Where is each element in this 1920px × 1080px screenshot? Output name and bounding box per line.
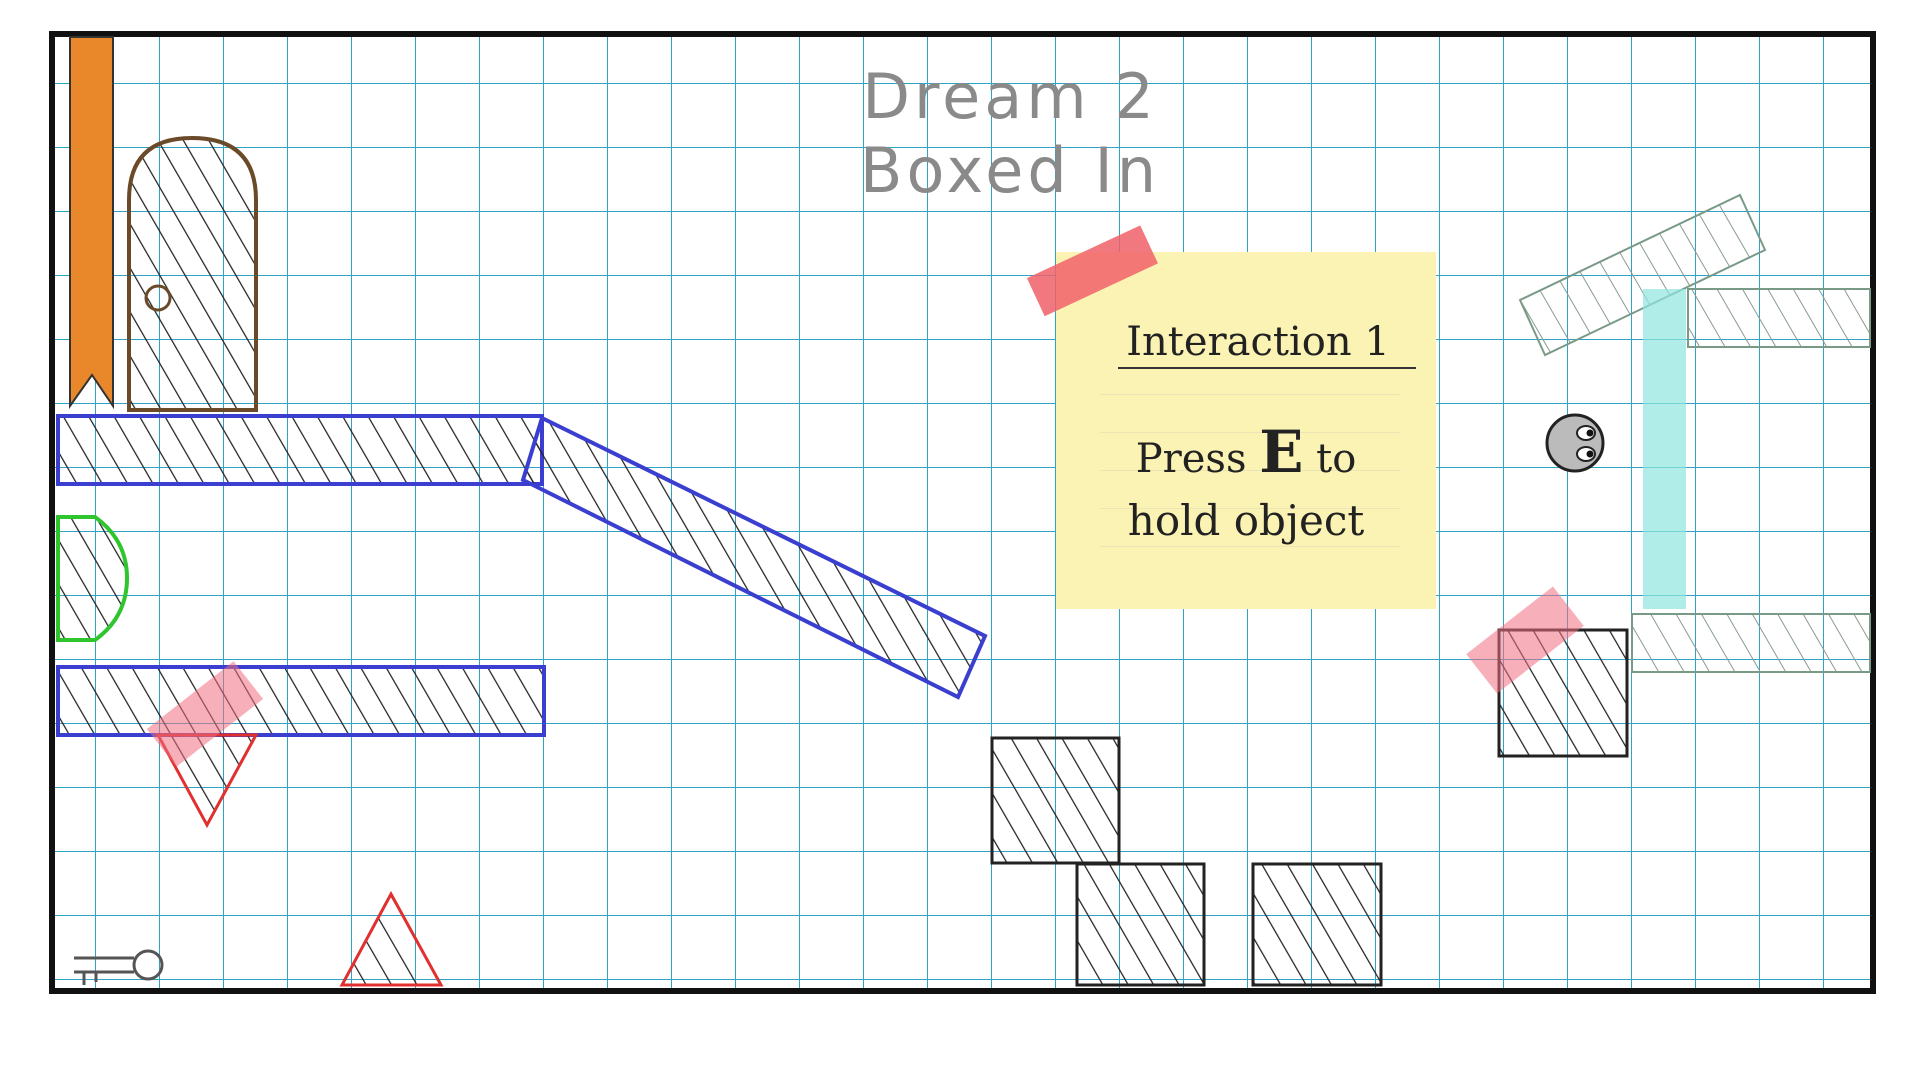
crate — [1075, 862, 1206, 987]
platform — [56, 665, 546, 737]
ramp — [520, 415, 988, 700]
door — [127, 135, 258, 412]
note-lines — [1100, 380, 1400, 580]
spike — [339, 890, 444, 987]
platform — [56, 414, 544, 486]
note-heading: Interaction 1 — [1126, 319, 1390, 365]
note-text: Press E to — [1136, 418, 1357, 486]
faded-plank — [1631, 613, 1871, 673]
sticky-note: Interaction 1 Press E to hold object — [1026, 225, 1436, 609]
key — [74, 949, 164, 985]
frame — [49, 31, 1876, 994]
tape — [1466, 586, 1584, 694]
title: Dream 2 Boxed In — [860, 60, 1160, 207]
player — [1545, 413, 1605, 473]
tape — [146, 661, 264, 767]
ribbon — [69, 36, 114, 410]
door-knob — [144, 284, 172, 312]
note-key: E — [1259, 418, 1303, 486]
note-text: hold object — [1128, 496, 1365, 545]
level-number: Dream 2 — [862, 60, 1158, 133]
crate — [1251, 862, 1383, 987]
crate — [990, 736, 1121, 865]
button — [56, 515, 130, 642]
faded-plank — [1518, 193, 1767, 357]
tape — [1026, 225, 1158, 317]
note-word: to — [1316, 436, 1356, 482]
light-beam — [1643, 289, 1686, 609]
note-word: Press — [1136, 436, 1247, 482]
level-name: Boxed In — [860, 134, 1160, 207]
graph-paper — [52, 34, 1873, 991]
faded-plank — [1687, 288, 1871, 348]
